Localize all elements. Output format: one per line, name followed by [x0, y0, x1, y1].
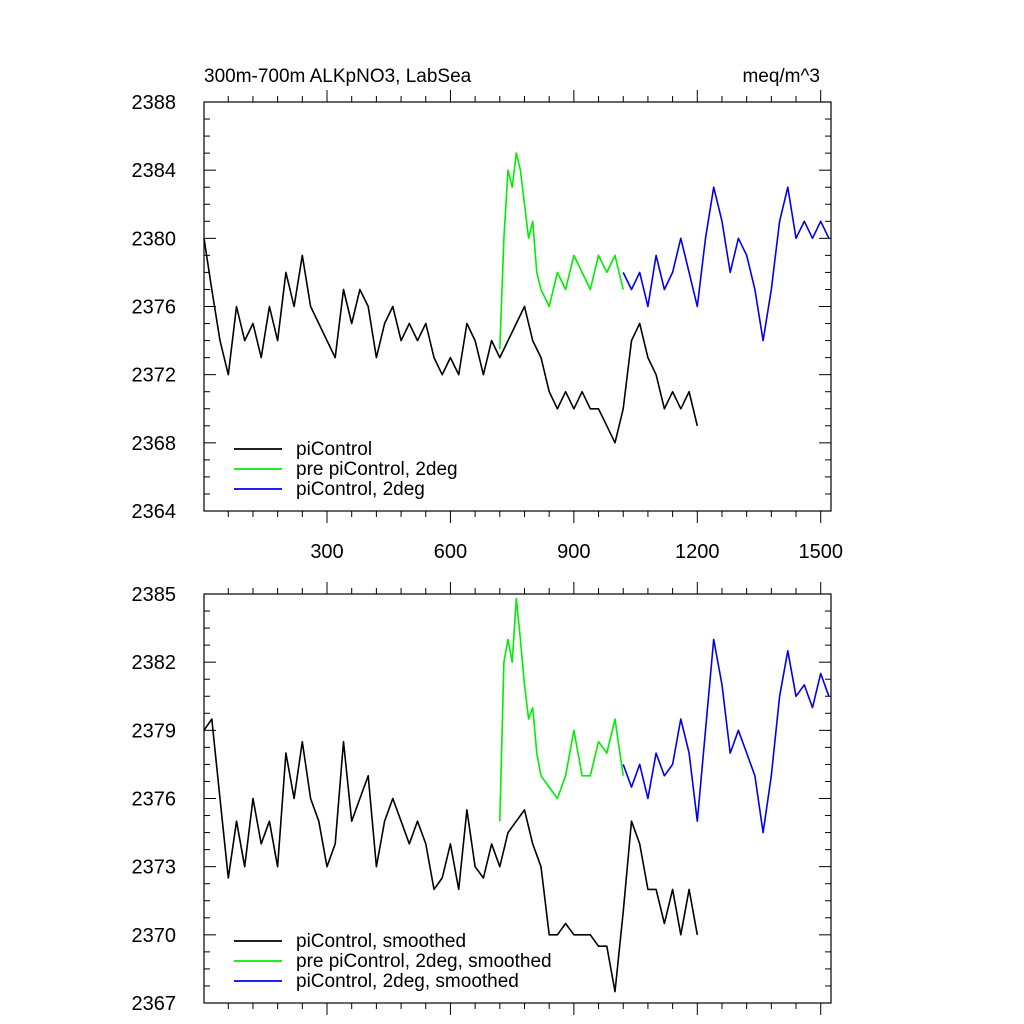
legend-label: piControl, 2deg, smoothed — [296, 971, 519, 992]
y-tick-label: 2373 — [132, 857, 177, 879]
series-line-2 — [622, 638, 830, 834]
x-tick-label: 1500 — [798, 541, 843, 563]
y-tick-label: 2385 — [132, 584, 177, 606]
series-line-0 — [203, 718, 699, 993]
y-tick-label: 2368 — [132, 433, 177, 455]
y-tick-label: 2364 — [132, 501, 177, 523]
y-tick-label: 2370 — [132, 925, 177, 947]
y-tick-label: 2376 — [132, 789, 177, 811]
chart-units: meq/m^3 — [742, 66, 820, 87]
x-tick-label: 300 — [310, 541, 343, 563]
y-tick-label: 2384 — [132, 160, 177, 182]
legend-label: piControl — [296, 439, 372, 460]
legend-label: pre piControl, 2deg — [296, 459, 458, 480]
y-tick-label: 2376 — [132, 297, 177, 319]
y-tick-label: 2379 — [132, 720, 177, 742]
chart-title: 300m-700m ALKpNO3, LabSea — [204, 66, 472, 87]
series-line-1 — [499, 597, 624, 822]
y-tick-label: 2382 — [132, 652, 177, 674]
series-line-1 — [499, 152, 624, 350]
bottom-panel: 2367 2370 2373 2376 2379 2382 2385 piControl, s… — [132, 582, 832, 1015]
legend-label: pre piControl, 2deg, smoothed — [296, 951, 552, 972]
series-line-0 — [203, 238, 699, 444]
x-tick-label: 600 — [434, 541, 467, 563]
y-tick-label: 2367 — [132, 993, 177, 1015]
y-tick-label: 2380 — [132, 228, 177, 250]
legend-label: piControl, 2deg — [296, 479, 425, 500]
top-panel: 2364 2368 2372 2376 2380 2384 2388 300 600 900 120… — [132, 90, 843, 563]
legend-label: piControl, smoothed — [296, 931, 466, 952]
series-line-2 — [622, 186, 830, 342]
y-tick-label: 2388 — [132, 92, 177, 114]
y-tick-label: 2372 — [132, 365, 177, 387]
x-tick-label: 900 — [557, 541, 590, 563]
x-tick-label: 1200 — [675, 541, 720, 563]
